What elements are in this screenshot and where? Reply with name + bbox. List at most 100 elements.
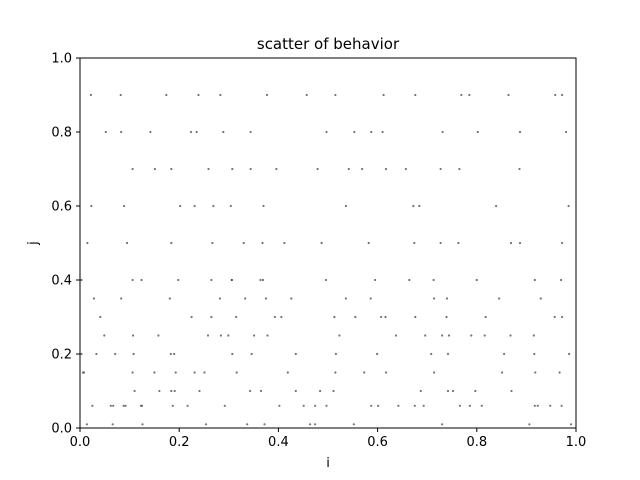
scatter-point (80, 278, 83, 282)
scatter-point (141, 423, 144, 426)
scatter-point (533, 404, 536, 407)
y-tick-label: 0.8 (51, 126, 72, 141)
scatter-point (294, 352, 297, 356)
scatter-point (370, 404, 373, 407)
scatter-point (445, 297, 449, 300)
scatter-point (231, 352, 234, 356)
scatter-point (91, 404, 94, 407)
scatter-point (422, 404, 425, 407)
scatter-point (244, 297, 247, 300)
scatter-point (384, 167, 388, 171)
scatter-point (206, 334, 210, 337)
y-tick-label: 1.0 (51, 52, 72, 67)
scatter-point (353, 130, 356, 134)
scatter-point (569, 423, 573, 426)
scatter-point (424, 334, 427, 337)
scatter-point (553, 315, 556, 319)
scatter-point (273, 315, 276, 319)
x-axis: 0.0 0.2 0.4 0.6 0.8 1.0 (70, 428, 586, 450)
scatter-point (157, 334, 160, 337)
scatter-point (179, 204, 182, 208)
scatter-point (333, 315, 336, 319)
scatter-point (198, 389, 201, 393)
scatter-point (381, 130, 384, 134)
scatter-point (554, 93, 557, 97)
scatter-point (249, 167, 252, 171)
scatter-point (458, 404, 461, 407)
scatter-point (320, 241, 323, 245)
scatter-point (170, 389, 173, 393)
scatter-point (246, 423, 249, 426)
scatter-point (560, 404, 563, 407)
scatter-point (286, 371, 289, 374)
scatter-point (210, 278, 213, 282)
scatter-point (384, 315, 387, 319)
scatter-points (80, 93, 573, 426)
scatter-point (261, 278, 265, 282)
scatter-point (131, 371, 134, 374)
scatter-point (114, 352, 117, 356)
scatter-point (132, 352, 135, 356)
scatter-point (104, 130, 107, 134)
x-tick-label: 0.8 (466, 435, 487, 450)
scatter-point (334, 93, 337, 97)
scatter-point (264, 297, 268, 300)
scatter-point (171, 404, 174, 407)
scatter-point (153, 371, 156, 374)
scatter-point (120, 297, 123, 300)
scatter-point (122, 404, 125, 407)
scatter-point (103, 334, 106, 337)
scatter-point (441, 334, 444, 337)
scatter-point (394, 334, 398, 337)
scatter-point (203, 371, 206, 374)
scatter-point (249, 389, 252, 393)
scatter-point (132, 334, 135, 337)
scatter-point (112, 404, 115, 407)
chart-title: scatter of behavior (257, 35, 400, 53)
scatter-point (133, 389, 136, 393)
scatter-point (430, 352, 433, 356)
scatter-point (408, 278, 411, 282)
scatter-point (222, 130, 225, 134)
scatter-point (325, 404, 328, 407)
scatter-point (446, 352, 450, 356)
scatter-point (314, 423, 317, 426)
scatter-point (332, 389, 335, 393)
scatter-point (483, 334, 486, 337)
scatter-point (275, 167, 278, 171)
scatter-point (235, 371, 238, 374)
scatter-point (302, 404, 305, 407)
scatter-point (212, 204, 215, 208)
scatter-point (126, 241, 129, 245)
scatter-point (474, 389, 477, 393)
scatter-point (119, 93, 122, 97)
scatter-point (539, 297, 542, 300)
scatter-point (174, 371, 177, 374)
y-axis-label: j (26, 241, 41, 246)
scatter-point (509, 241, 513, 245)
scatter-point (263, 423, 266, 426)
scatter-point (153, 167, 156, 171)
scatter-point (413, 241, 416, 245)
scatter-point (363, 371, 366, 374)
scatter-point (242, 241, 245, 245)
scatter-point (460, 93, 463, 97)
scatter-point (498, 297, 501, 300)
scatter-point (549, 404, 552, 407)
scatter-point (231, 167, 234, 171)
scatter-point (82, 371, 86, 374)
scatter-point (568, 352, 571, 356)
scatter-point (374, 278, 377, 282)
scatter-point (480, 404, 483, 407)
scatter-point (532, 334, 535, 337)
scatter-point (170, 241, 173, 245)
scatter-point (458, 167, 461, 171)
y-tick-label: 0.2 (51, 348, 72, 363)
scatter-point (278, 404, 281, 407)
scatter-point (207, 167, 210, 171)
scatter-point (80, 352, 83, 356)
scatter-point (354, 315, 357, 319)
scatter-point (219, 334, 222, 337)
scatter-point (219, 93, 222, 97)
